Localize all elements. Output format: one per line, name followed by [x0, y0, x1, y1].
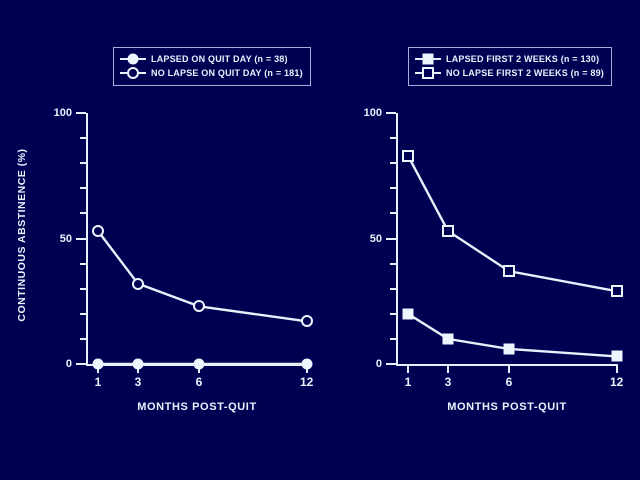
y-tick-minor [80, 262, 86, 265]
data-point-filled-circle [301, 358, 313, 370]
legend-item-label: LAPSED ON QUIT DAY (n = 38) [151, 54, 288, 64]
y-tick-minor [80, 137, 86, 140]
y-tick-label: 100 [53, 107, 72, 119]
y-tick-major [76, 363, 86, 365]
legend-marker-filled-square-icon [415, 53, 441, 65]
x-tick-label: 12 [609, 375, 624, 389]
y-tick-major [76, 112, 86, 114]
legend-item: NO LAPSE ON QUIT DAY (n = 181) [120, 66, 303, 80]
legend-left: LAPSED ON QUIT DAY (n = 38) NO LAPSE ON … [113, 47, 311, 86]
data-point-filled-circle [132, 358, 144, 370]
y-tick-major [386, 112, 396, 114]
x-tick [508, 366, 510, 373]
legend-item-label: NO LAPSE ON QUIT DAY (n = 181) [151, 68, 303, 78]
x-tick [615, 366, 618, 373]
data-point-open-square [441, 224, 454, 237]
y-tick-label: 0 [375, 358, 382, 370]
y-tick-minor [390, 312, 396, 315]
y-tick-minor [80, 212, 86, 215]
legend-item: NO LAPSE FIRST 2 WEEKS (n = 89) [415, 66, 604, 80]
data-point-open-square [503, 265, 515, 278]
y-tick-minor [390, 187, 396, 190]
data-point-open-circle [131, 277, 144, 290]
legend-marker-filled-circle-icon [120, 53, 146, 65]
y-tick-minor [80, 287, 86, 290]
x-tick-label: 6 [505, 375, 513, 389]
legend-marker-open-square-icon [415, 67, 441, 79]
y-tick-minor [80, 312, 86, 315]
y-tick-minor [80, 187, 86, 190]
data-point-open-square [610, 285, 623, 298]
y-tick-major [76, 237, 86, 240]
x-tick-label: 12 [299, 375, 314, 389]
chart-panel-left: LAPSED ON QUIT DAY (n = 38) NO LAPSE ON … [16, 47, 320, 413]
y-tick-major [386, 237, 396, 240]
data-point-filled-square [442, 333, 454, 345]
data-point-filled-square [611, 350, 623, 362]
x-axis-line [396, 364, 618, 366]
y-axis-line [86, 113, 88, 366]
legend-marker-open-circle-icon [120, 67, 146, 79]
plot-area-left: CONTINUOUS ABSTINENCE (%) 0 50 100 1 3 6 12 M… [16, 105, 320, 413]
y-tick-label: 50 [369, 232, 382, 245]
x-tick-label: 1 [404, 375, 412, 389]
y-tick-minor [80, 162, 86, 165]
x-axis-title: MONTHS POST-QUIT [447, 401, 567, 413]
x-tick-label: 6 [195, 375, 203, 389]
x-tick-label: 1 [94, 375, 102, 389]
y-tick-minor [390, 162, 396, 165]
series-line [97, 230, 307, 323]
legend-item-label: LAPSED FIRST 2 WEEKS (n = 130) [446, 54, 600, 64]
data-point-filled-square [402, 308, 414, 320]
legend-item: LAPSED FIRST 2 WEEKS (n = 130) [415, 52, 604, 66]
y-axis-line [396, 113, 398, 366]
y-tick-minor [390, 212, 396, 215]
data-point-filled-square [503, 343, 515, 355]
x-tick [136, 366, 139, 373]
y-tick-label: 50 [59, 232, 72, 245]
legend-right: LAPSED FIRST 2 WEEKS (n = 130) NO LAPSE … [408, 47, 612, 86]
series-lines [406, 155, 617, 358]
x-tick [96, 366, 99, 373]
x-tick [446, 366, 449, 373]
data-point-filled-circle [193, 358, 205, 370]
data-point-open-circle [300, 315, 313, 328]
y-tick-minor [390, 137, 396, 140]
x-tick [406, 366, 409, 373]
y-tick-minor [390, 337, 396, 340]
x-tick [198, 366, 200, 373]
x-tick-label: 3 [444, 375, 452, 389]
y-tick-minor [390, 287, 396, 290]
y-axis-title: CONTINUOUS ABSTINENCE (%) [16, 148, 28, 322]
plot-area-right: 0 50 100 1 3 6 12 MONTHS POST-QUIT [360, 105, 630, 413]
y-tick-label: 100 [363, 107, 382, 119]
y-tick-major [386, 363, 396, 365]
x-tick-label: 3 [134, 375, 142, 389]
data-point-open-circle [91, 224, 104, 237]
x-tick [305, 366, 308, 373]
y-tick-minor [80, 337, 86, 340]
series-line [406, 155, 617, 293]
data-point-open-circle [193, 300, 205, 313]
x-axis-title: MONTHS POST-QUIT [137, 401, 257, 413]
y-tick-label: 0 [65, 358, 72, 370]
series-line [407, 312, 617, 358]
y-tick-minor [390, 262, 396, 265]
data-point-open-square [401, 149, 414, 162]
legend-item-label: NO LAPSE FIRST 2 WEEKS (n = 89) [446, 68, 604, 78]
chart-panel-right: LAPSED FIRST 2 WEEKS (n = 130) NO LAPSE … [340, 0, 640, 480]
data-point-filled-circle [92, 358, 104, 370]
legend-item: LAPSED ON QUIT DAY (n = 38) [120, 52, 303, 66]
series-lines [97, 230, 307, 366]
